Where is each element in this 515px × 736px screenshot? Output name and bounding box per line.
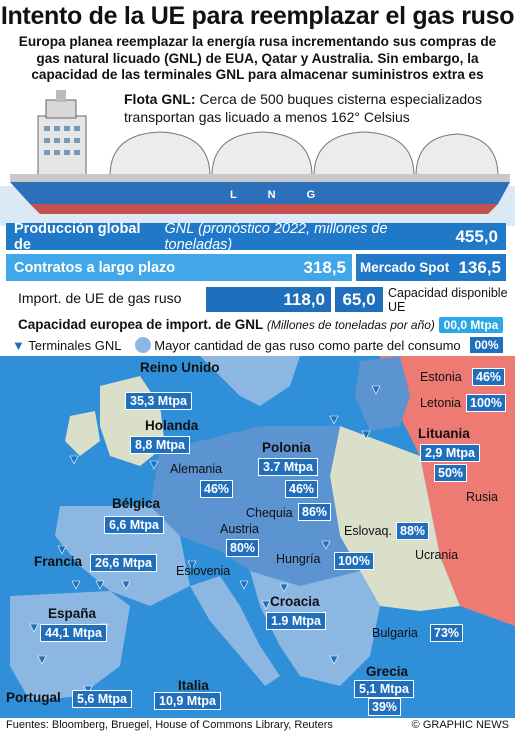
slovenia-label: Eslovenia xyxy=(176,564,231,578)
uk-label: Reino Unido xyxy=(140,360,220,375)
lng-ship-illustration: L N G xyxy=(0,86,515,226)
slovakia-share-tag: 88% xyxy=(396,522,430,540)
lithuania-capacity-tag: 2,9 Mtpa xyxy=(420,444,481,462)
austria-share-tag: 80% xyxy=(226,539,260,557)
russia-label: Rusia xyxy=(466,490,498,504)
croatia-label: Croacia xyxy=(270,594,320,609)
latvia-share-tag: 100% xyxy=(466,394,506,412)
hungary-label: Hungría xyxy=(276,552,321,566)
terminal-markers xyxy=(29,385,381,695)
lithuania-share-tag: 50% xyxy=(434,464,468,482)
greece-capacity-tag: 5,1 Mtpa xyxy=(354,680,415,698)
latvia-label: Letonia xyxy=(420,396,462,410)
fleet-text: Cerca de 500 buques cisterna especializa… xyxy=(124,91,482,125)
eu-import-bar: 118,0 xyxy=(206,287,331,312)
global-production-bar: Producción global de GNL (pronóstico 202… xyxy=(6,220,506,253)
ukraine-label: Ucrania xyxy=(415,548,459,562)
page-title: Intento de la UE para reemplazar el gas … xyxy=(0,2,515,30)
legend-share-sample: 00% xyxy=(470,337,503,353)
poland-label: Polonia xyxy=(262,440,311,455)
france-capacity-tag: 26,6 Mtpa xyxy=(90,554,157,572)
lithuania-label: Lituania xyxy=(418,426,470,441)
eu-available-bar: 65,0 xyxy=(335,287,383,312)
legend-terminals-label: Terminales GNL xyxy=(28,338,121,353)
bulgaria-share-tag: 73% xyxy=(430,624,464,642)
fleet-label: Flota GNL: xyxy=(124,91,196,107)
netherlands-label: Holanda xyxy=(145,418,199,433)
baltics-region xyxy=(355,356,410,431)
legend-share-label: Mayor cantidad de gas ruso como parte de… xyxy=(154,338,461,353)
production-value: 455,0 xyxy=(455,226,498,246)
eu-import-label: Import. de UE de gas ruso xyxy=(18,290,182,306)
czechia-share-tag: 86% xyxy=(298,503,332,521)
italy-capacity-tag: 10,9 Mtpa xyxy=(154,692,221,710)
available-capacity-label: Capacidad disponible UE xyxy=(388,286,508,314)
bulgaria-label: Bulgaria xyxy=(372,626,418,640)
legend-capacity-sample: 00,0 Mtpa xyxy=(439,317,503,333)
portugal-capacity-tag: 5,6 Mtpa xyxy=(72,690,133,708)
spot-label: Mercado Spot xyxy=(360,260,450,275)
share-circle-icon xyxy=(134,337,151,353)
italy-label: Italia xyxy=(178,678,209,693)
croatia-capacity-tag: 1.9 Mtpa xyxy=(266,612,327,630)
eu-import-value: 118,0 xyxy=(283,289,325,309)
fleet-description: Flota GNL: Cerca de 500 buques cisterna … xyxy=(124,90,514,126)
legend-title-unit: (Millones de toneladas por año) xyxy=(266,318,435,332)
france-label: Francia xyxy=(34,554,83,569)
poland-share-tag: 46% xyxy=(285,480,319,498)
terminal-triangle-icon: ▼ xyxy=(12,338,25,353)
iberia-region xyxy=(10,591,130,701)
production-label-italic: GNL (pronóstico 2022, millones de tonela… xyxy=(164,220,388,253)
legend-title-text: Capacidad europea de import. de GNL xyxy=(18,317,264,332)
greece-share-tag: 39% xyxy=(368,698,402,716)
spain-capacity-tag: 44,1 Mtpa xyxy=(40,624,107,642)
czechia-label: Chequia xyxy=(246,506,293,520)
netherlands-capacity-tag: 8,8 Mtpa xyxy=(130,436,191,454)
estonia-share-tag: 46% xyxy=(472,368,506,386)
portugal-label: Portugal xyxy=(6,690,61,705)
austria-label: Austria xyxy=(220,522,259,536)
sources-text: Fuentes: Bloomberg, Bruegel, House of Co… xyxy=(6,719,333,731)
spot-value: 136,5 xyxy=(458,257,501,277)
europe-map: Reino Unido 35,3 Mtpa Holanda 8,8 Mtpa B… xyxy=(0,356,515,718)
germany-label: Alemania xyxy=(170,462,223,476)
estonia-label: Estonia xyxy=(420,370,462,384)
spain-label: España xyxy=(48,606,97,621)
belgium-label: Bélgica xyxy=(112,496,161,511)
long-term-contracts-bar: Contratos a largo plazo 318,5 xyxy=(6,254,352,281)
greece-label: Grecia xyxy=(366,664,409,679)
production-label: Producción global de xyxy=(14,220,141,253)
poland-capacity-tag: 3.7 Mtpa xyxy=(258,458,319,476)
long-term-label: Contratos a largo plazo xyxy=(14,259,176,276)
scandinavia-region xyxy=(200,356,300,406)
spot-market-bar: Mercado Spot 136,5 xyxy=(356,254,506,281)
germany-share-tag: 46% xyxy=(200,480,234,498)
italy-region xyxy=(190,576,280,686)
legend-title: Capacidad europea de import. de GNL (Mil… xyxy=(18,317,435,332)
uk-capacity-tag: 35,3 Mtpa xyxy=(125,392,192,410)
slovakia-label: Eslovaq. xyxy=(344,524,392,538)
credit-text: © GRAPHIC NEWS xyxy=(411,719,509,731)
eu-available-value: 65,0 xyxy=(342,289,376,309)
ireland-region xyxy=(65,411,100,456)
legend-row: ▼ Terminales GNL Mayor cantidad de gas r… xyxy=(12,337,461,353)
long-term-value: 318,5 xyxy=(303,257,346,277)
belgium-capacity-tag: 6,6 Mtpa xyxy=(104,516,165,534)
hull-lettering: L N G xyxy=(230,189,329,201)
hungary-share-tag: 100% xyxy=(334,552,374,570)
russia-region xyxy=(380,356,515,626)
